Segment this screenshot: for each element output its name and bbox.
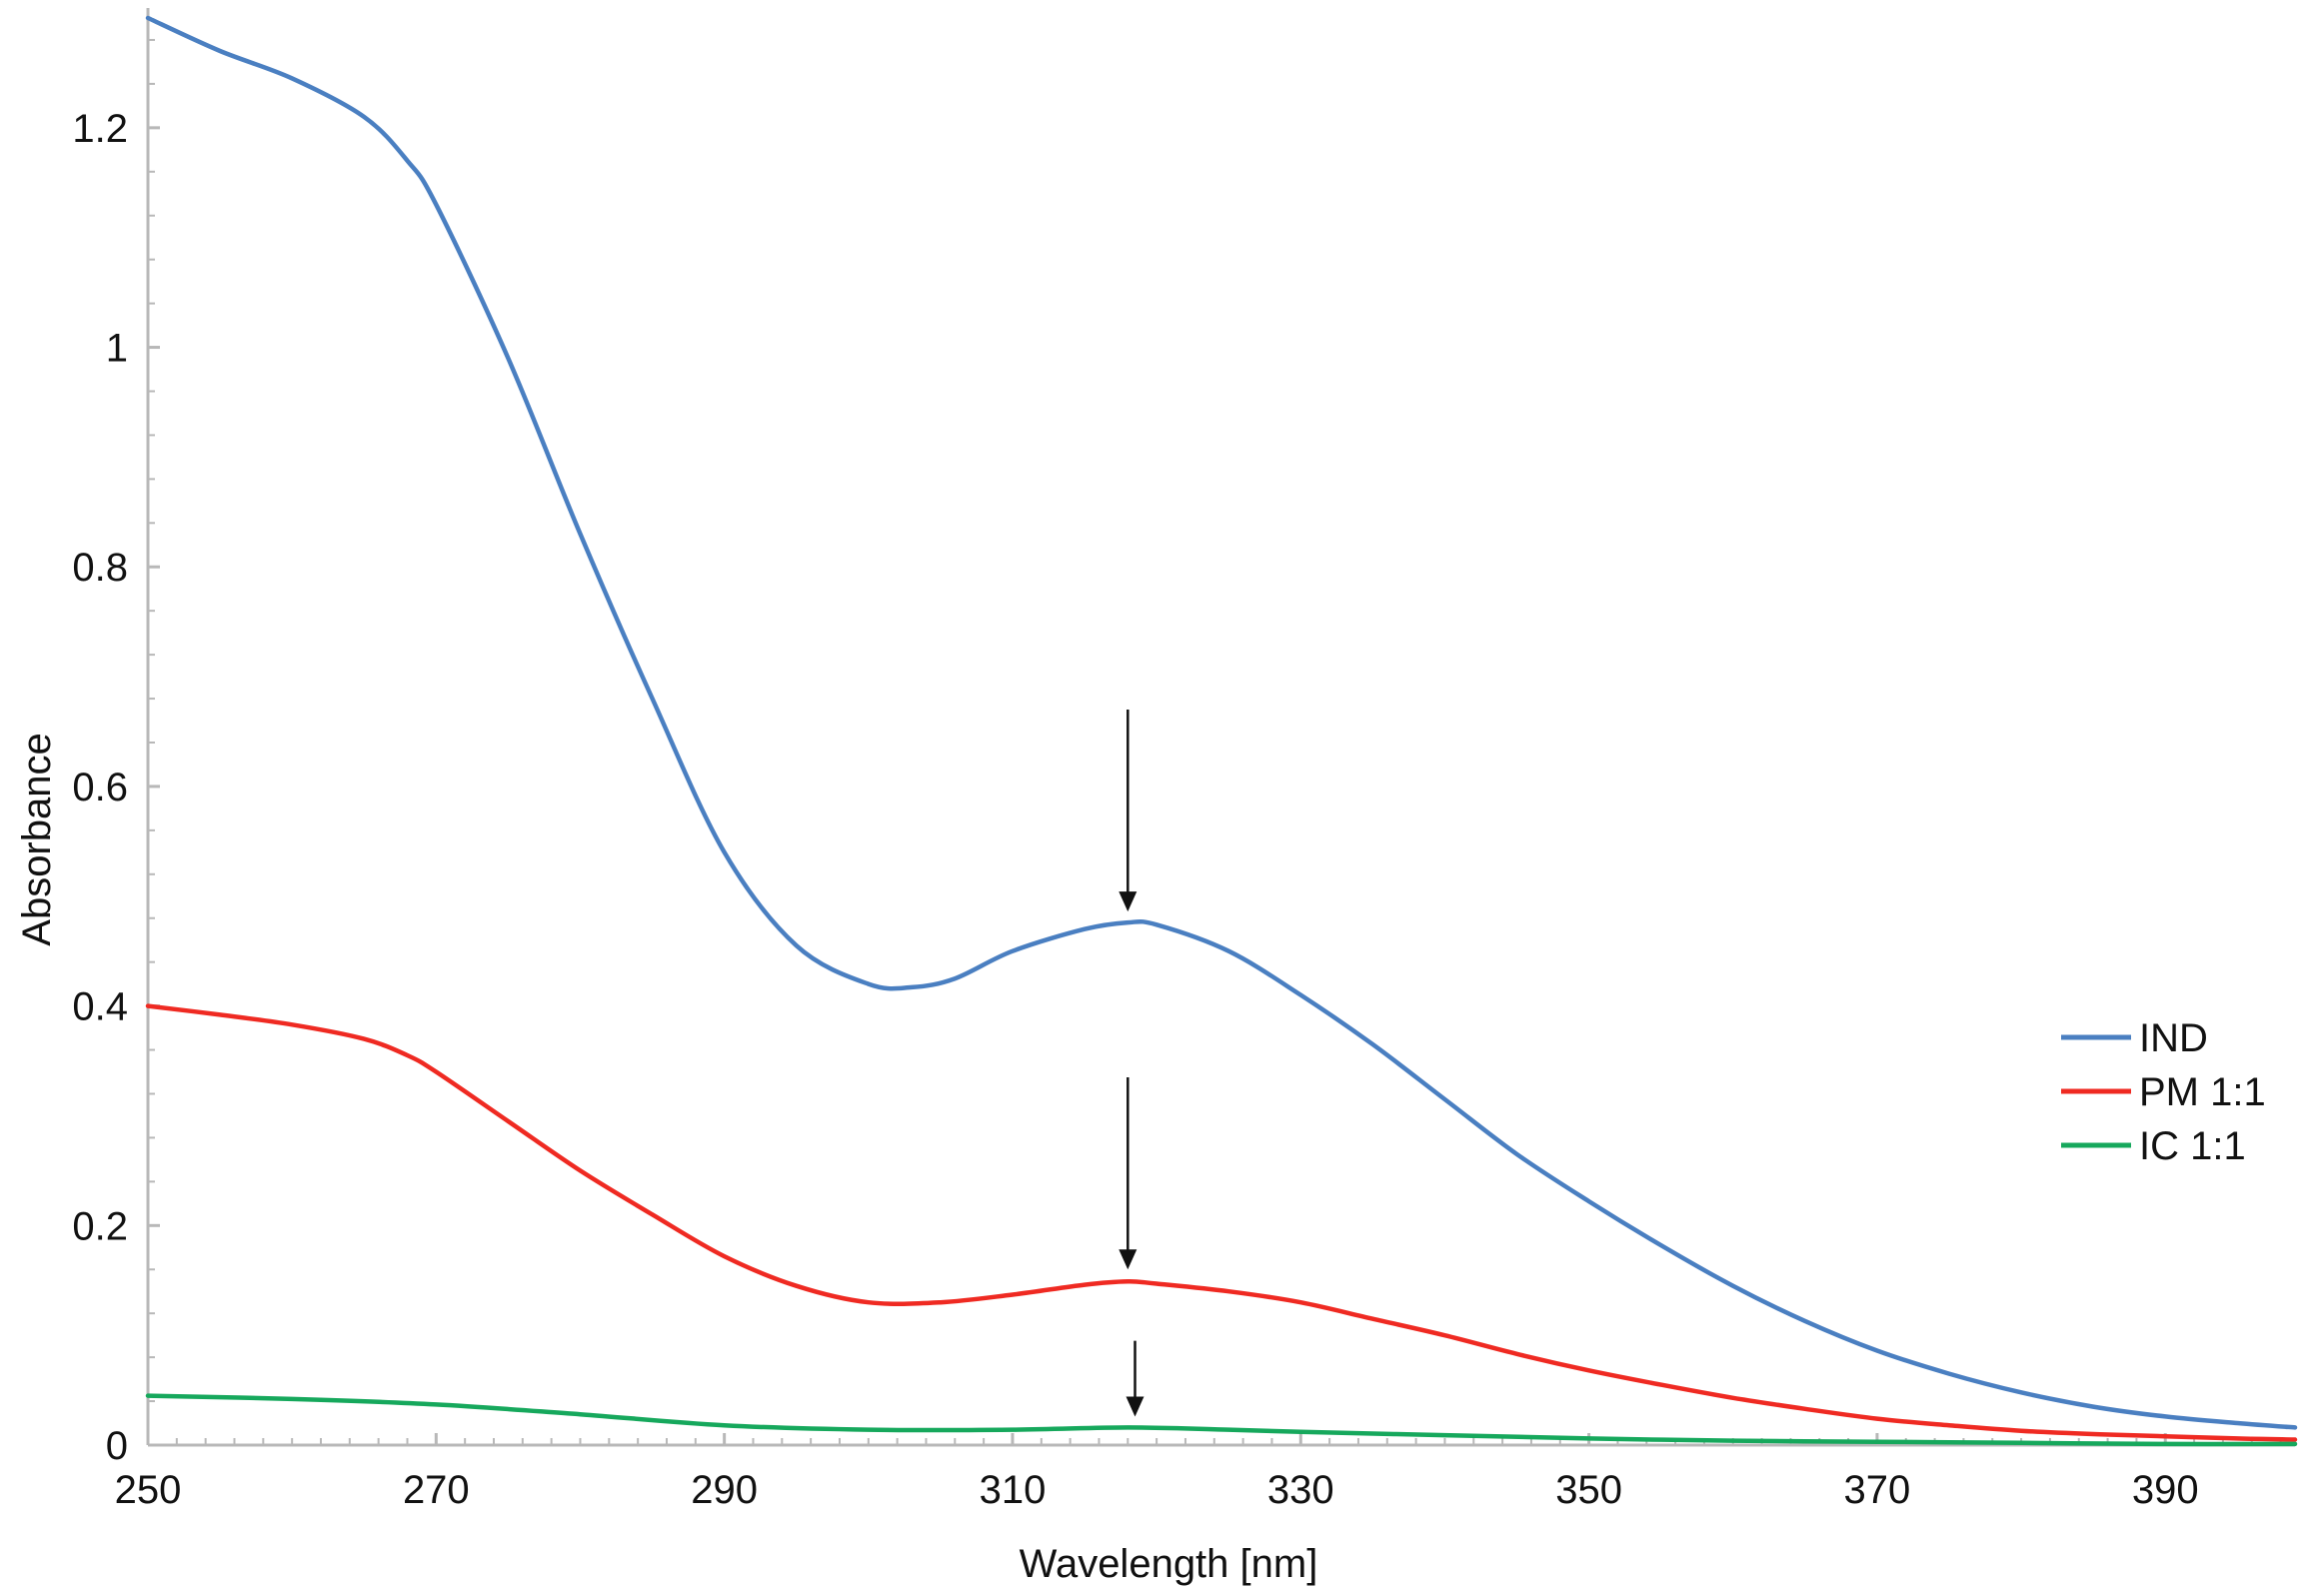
- y-tick-label: 0: [106, 1424, 128, 1468]
- y-tick-label: 1.2: [72, 107, 128, 151]
- x-tick-label: 390: [2132, 1468, 2199, 1512]
- annotation-arrow-head: [1126, 1396, 1145, 1417]
- y-tick-label: 0.8: [72, 546, 128, 590]
- y-axis-title: Absorbance: [15, 733, 59, 945]
- y-tick-label: 0.4: [72, 985, 128, 1029]
- y-tick-label: 0.2: [72, 1204, 128, 1248]
- x-tick-label: 310: [980, 1468, 1047, 1512]
- annotations: [1119, 710, 1145, 1417]
- legend-label-ind: IND: [2139, 1016, 2208, 1060]
- x-tick-label: 350: [1555, 1468, 1622, 1512]
- x-tick-label: 250: [115, 1468, 182, 1512]
- legend: IND PM 1:1 IC 1:1: [2061, 1016, 2266, 1168]
- x-tick-label: 330: [1267, 1468, 1334, 1512]
- y-tick-label: 0.6: [72, 766, 128, 809]
- x-tick-label: 290: [691, 1468, 758, 1512]
- series-line-ind: [145, 15, 2298, 1430]
- x-tick-label: 270: [403, 1468, 470, 1512]
- legend-label-ic-1-1: IC 1:1: [2139, 1124, 2246, 1168]
- plot-area: [145, 15, 2298, 1447]
- x-axis-title: Wavelength [nm]: [1020, 1542, 1318, 1586]
- y-tick-label: 1: [106, 327, 128, 371]
- series-line-pm-1-1: [145, 1003, 2298, 1442]
- legend-label-pm-1-1: PM 1:1: [2139, 1070, 2266, 1114]
- series-line-ic-1-1: [145, 1393, 2298, 1447]
- axes: 0 0.2 0.4 0.6 0.8 1 1.2 250 270 290 310 330 350 370 39…: [72, 8, 2295, 1512]
- x-tick-label: 370: [1844, 1468, 1911, 1512]
- annotation-arrow-head: [1119, 891, 1138, 912]
- annotation-arrow-head: [1119, 1249, 1138, 1270]
